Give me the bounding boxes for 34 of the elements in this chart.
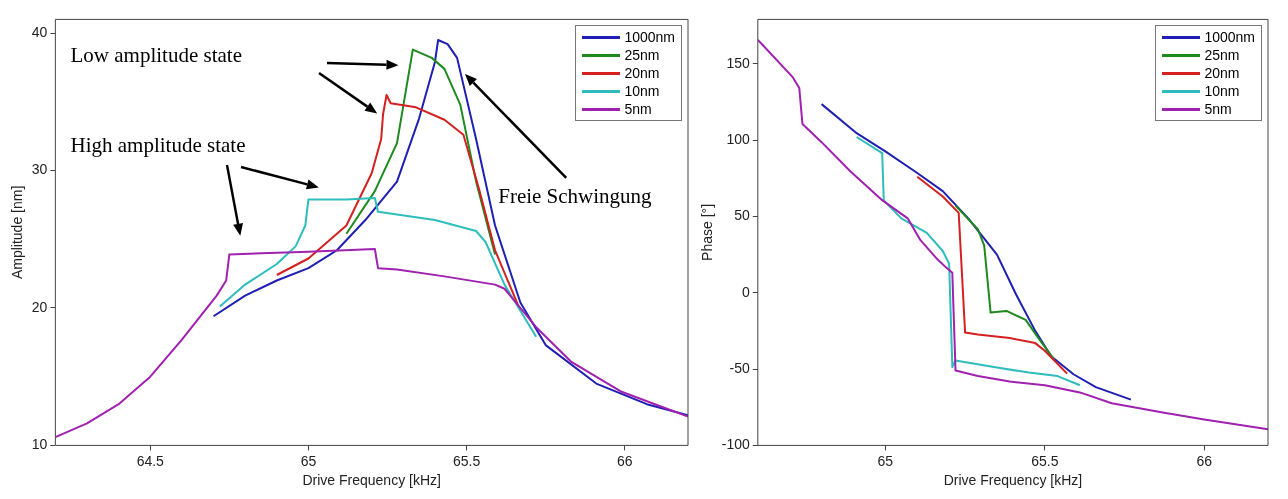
x-tick-label: 66 [1196, 452, 1213, 469]
legend-label: 25nm [624, 46, 660, 65]
x-tick-label: 65.5 [452, 452, 481, 469]
legend-label: 5nm [624, 100, 652, 119]
y-tick-label: 40 [31, 24, 48, 40]
legend-label: 1000nm [1204, 28, 1255, 47]
legend-label: 25nm [1204, 46, 1240, 65]
y-axis-title: Phase [°] [699, 203, 716, 261]
y-axis-title: Amplitude [nm] [9, 185, 26, 280]
legend-label: 1000nm [624, 28, 675, 47]
annotation: Freie Schwingung [498, 183, 652, 208]
y-tick-label: 50 [734, 207, 751, 224]
legend-label: 20nm [1204, 64, 1240, 83]
y-tick-label: -100 [721, 436, 751, 453]
annotation: High amplitude state [70, 133, 246, 158]
x-tick-label: 65 [877, 452, 894, 469]
legend-label: 10nm [1204, 82, 1240, 101]
y-tick-label: 20 [31, 298, 48, 315]
x-axis-title: Drive Frequency [kHz] [943, 472, 1083, 489]
y-tick-label: 100 [726, 130, 751, 147]
y-tick-label: 150 [726, 54, 751, 71]
y-tick-label: -50 [729, 359, 751, 376]
y-tick-label: 10 [31, 436, 48, 453]
x-tick-label: 66 [616, 452, 633, 469]
y-tick-label: 0 [742, 283, 751, 300]
x-tick-label: 64.5 [136, 452, 165, 469]
x-tick-label: 65 [300, 452, 317, 469]
legend-label: 20nm [624, 64, 660, 83]
x-tick-label: 65.5 [1031, 452, 1059, 469]
annotation: Low amplitude state [70, 42, 243, 67]
y-tick-label: 30 [31, 161, 48, 178]
x-axis-title: Drive Frequency [kHz] [302, 472, 441, 489]
legend-label: 5nm [1204, 100, 1232, 119]
legend-label: 10nm [624, 82, 660, 101]
